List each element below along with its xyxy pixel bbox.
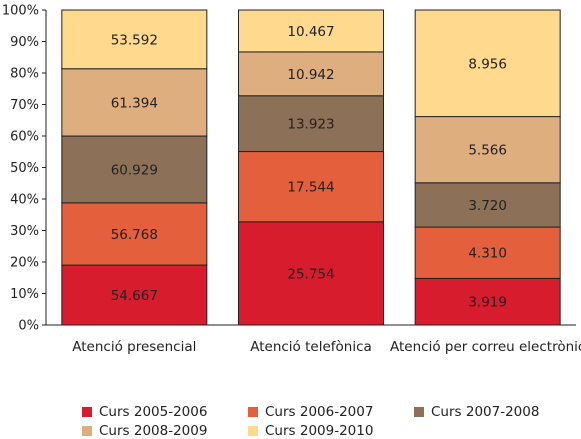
y-tick-label: 20% (10, 256, 39, 271)
data-label: 4.310 (468, 246, 507, 262)
data-label: 25.754 (287, 266, 334, 282)
bar-segment (414, 182, 561, 228)
legend-item: Curs 2008-2009 (82, 423, 207, 439)
y-tick-label: 0% (18, 319, 39, 334)
y-tick-label: 70% (10, 98, 39, 113)
bar-segment (61, 68, 208, 137)
y-tick-label: 100% (2, 4, 39, 19)
bar-segment (238, 151, 384, 223)
bar-segment (61, 202, 208, 266)
y-tick-label: 40% (10, 193, 39, 208)
data-label: 56.768 (111, 227, 158, 243)
legend-label: Curs 2005-2006 (99, 404, 208, 420)
legend-item: Curs 2005-2006 (82, 404, 207, 420)
bar-segment (414, 9, 561, 118)
data-label: 3.720 (468, 198, 507, 214)
y-tick-label: 30% (10, 224, 39, 239)
y-tick-label: 60% (10, 130, 39, 145)
y-tick-label: 50% (10, 161, 39, 176)
legend-swatch (82, 407, 92, 417)
data-label: 3.919 (468, 295, 507, 311)
legend-item: Curs 2009-2010 (248, 423, 373, 439)
data-label: 10.467 (287, 24, 334, 40)
data-label: 54.667 (111, 288, 158, 304)
legend-swatch (414, 407, 424, 417)
legend-label: Curs 2006-2007 (265, 404, 374, 420)
data-label: 10.942 (287, 67, 334, 83)
x-tick-label: Atenció presencial (72, 339, 196, 355)
bar-segment (414, 226, 561, 279)
x-tick-label: Atenció telefònica (250, 339, 372, 355)
bars (61, 9, 561, 326)
y-tick-label: 90% (10, 35, 39, 50)
data-label: 5.566 (468, 143, 507, 159)
bar-segment (238, 9, 384, 53)
data-label: 13.923 (287, 117, 334, 133)
y-tick-label: 80% (10, 67, 39, 82)
bar-segment (61, 135, 208, 204)
bar-segment (238, 51, 384, 97)
legend-swatch (248, 407, 258, 417)
legend-label: Curs 2008-2009 (99, 423, 208, 439)
legend: Curs 2005-2006 Curs 2006-2007 Curs 2007-20… (0, 396, 581, 439)
bar-segment (61, 264, 208, 326)
x-tick-label: Atenció per correu electrònic (390, 339, 581, 355)
y-tick-label: 10% (10, 287, 39, 302)
data-label: 17.544 (287, 180, 334, 196)
legend-label: Curs 2007-2008 (431, 404, 540, 420)
bar-segment (238, 221, 384, 326)
axes: 0% 10% 20% 30% 40% 50% 60% 70% 80% 90% 100% Atenció… (2, 4, 581, 356)
legend-item: Curs 2006-2007 (248, 404, 373, 420)
data-label: 8.956 (468, 56, 507, 72)
bar-segment (238, 95, 384, 153)
legend-item: Curs 2007-2008 (414, 404, 539, 420)
data-label: 60.929 (111, 162, 158, 178)
bar-segment (414, 116, 561, 184)
data-label: 53.592 (111, 32, 158, 48)
bar-segment (61, 9, 208, 70)
legend-swatch (248, 426, 258, 436)
data-label: 61.394 (111, 95, 158, 111)
legend-swatch (82, 426, 92, 436)
data-labels: 54.667 56.768 60.929 61.394 53.592 25.754 17.5… (111, 24, 507, 311)
legend-label: Curs 2009-2010 (265, 423, 374, 439)
